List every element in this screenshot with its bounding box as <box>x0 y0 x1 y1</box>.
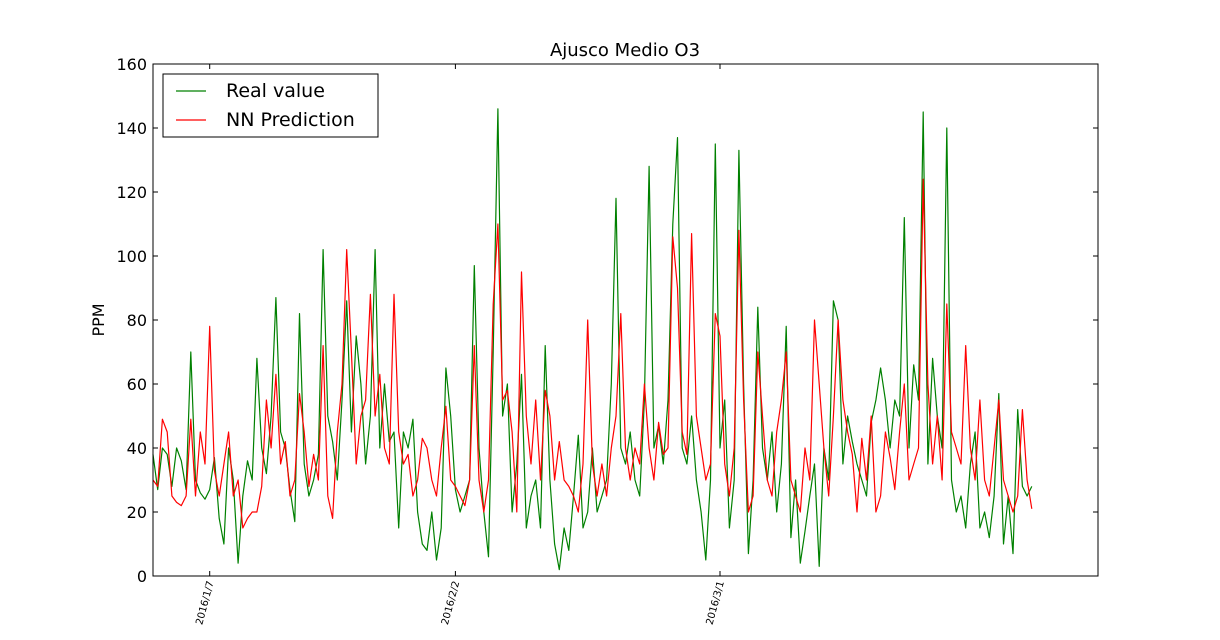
y-tick-label: 80 <box>127 311 147 330</box>
legend-label-real-value: Real value <box>226 80 325 102</box>
plot-area <box>152 108 1033 571</box>
x-tick-label: 2016/2/2 <box>440 580 462 626</box>
legend-box <box>162 73 379 138</box>
legend-label-nn-prediction: NN Prediction <box>226 109 355 131</box>
y-tick-label: 60 <box>127 375 147 394</box>
y-tick-label: 160 <box>116 55 147 74</box>
series-line-nn-prediction <box>152 178 1033 529</box>
chart-title: Ajusco Medio O3 <box>550 40 700 61</box>
y-tick-label: 40 <box>127 439 147 458</box>
y-tick-label: 140 <box>116 119 147 138</box>
y-tick-label: 120 <box>116 183 147 202</box>
legend: Real value NN Prediction <box>162 73 379 138</box>
y-tick-label: 100 <box>116 247 147 266</box>
x-tick-label: 2016/3/1 <box>705 580 727 626</box>
y-axis: 0 20 40 60 80 100 120 140 160 <box>116 55 1098 586</box>
y-tick-label: 0 <box>137 567 147 586</box>
x-tick-label: 2016/1/7 <box>194 580 216 626</box>
y-tick-label: 20 <box>127 503 147 522</box>
y-axis-label: PPM <box>89 303 108 336</box>
series-line-real-value <box>152 108 1033 571</box>
